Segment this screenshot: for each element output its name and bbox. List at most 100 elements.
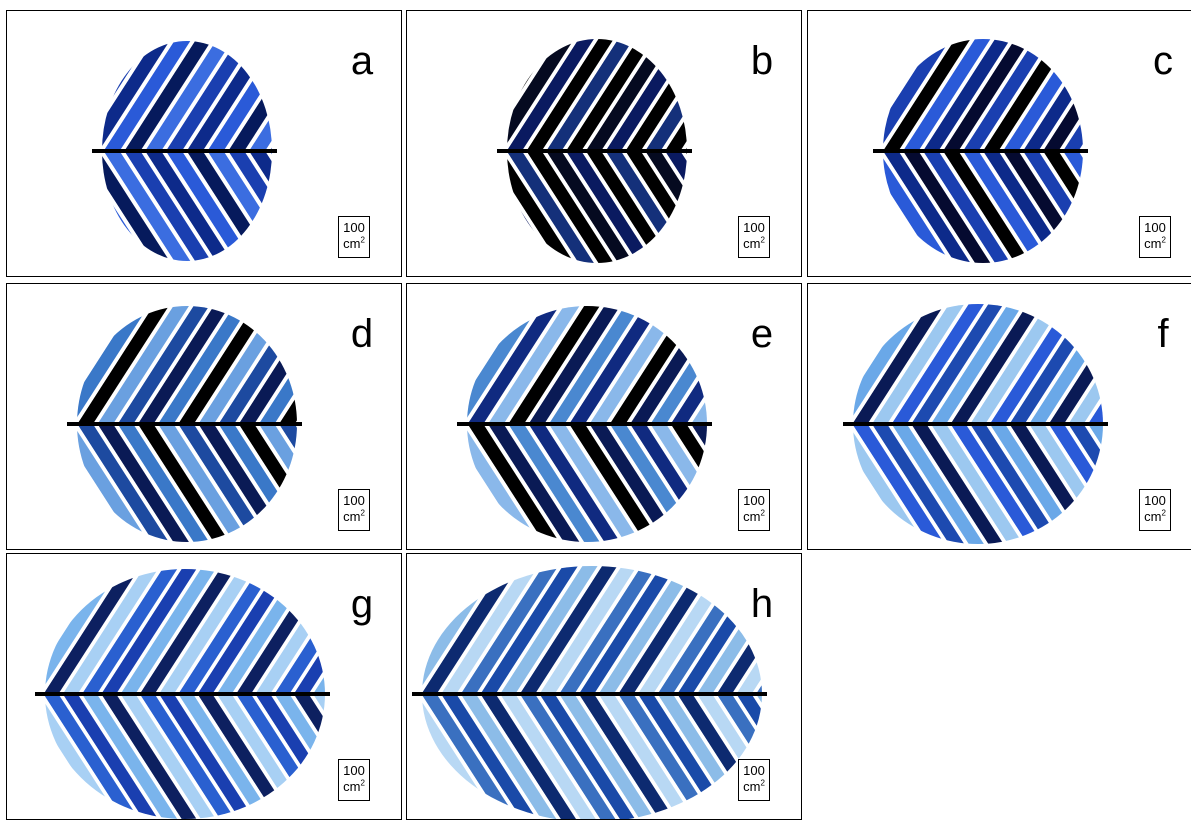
leaflet-gap xyxy=(808,11,873,149)
leaflet xyxy=(891,304,997,424)
leaf-image xyxy=(92,41,277,261)
leaflet xyxy=(911,424,1017,544)
leaflet xyxy=(137,306,244,424)
leaflet-gap xyxy=(100,695,193,819)
leaflet-gap xyxy=(408,153,498,276)
leaflet-gap xyxy=(77,425,149,542)
leaflet-gap xyxy=(1042,152,1083,263)
leaflet xyxy=(139,569,245,694)
leaflet-gap xyxy=(144,41,236,150)
scale-exponent: 2 xyxy=(1161,508,1166,518)
leaflet-gap xyxy=(808,153,873,276)
leaflet xyxy=(178,569,284,694)
leaflet-gap xyxy=(248,41,272,150)
leaflet xyxy=(776,694,801,819)
leaflet-gap xyxy=(902,152,994,263)
leaflet xyxy=(1068,424,1103,544)
leaflet xyxy=(487,306,594,424)
leaflet-gap xyxy=(165,152,257,261)
leaflet-gap xyxy=(77,425,169,542)
leaflet-gap xyxy=(922,39,1014,150)
scale-unit: cm xyxy=(343,236,361,251)
leaflet xyxy=(853,424,860,544)
leaflet-gap xyxy=(467,306,559,423)
leaflet xyxy=(45,694,149,819)
leaflet xyxy=(883,39,989,151)
leaflet-gap xyxy=(664,152,687,263)
leaflet-gap xyxy=(525,152,618,263)
leaflet-gap xyxy=(545,39,638,150)
leaf xyxy=(45,569,325,819)
panel-label: g xyxy=(350,582,374,626)
leaflet-gap xyxy=(227,152,272,261)
leaflet-gap xyxy=(177,425,270,542)
scale-unit: cm xyxy=(1144,236,1162,251)
leaflet xyxy=(117,424,224,542)
leaflet xyxy=(480,694,586,819)
leaflet-gap xyxy=(527,425,620,542)
leaflet xyxy=(228,151,272,261)
leaf-image xyxy=(67,306,302,542)
leaflet xyxy=(159,569,264,694)
leaflet xyxy=(891,424,997,544)
panel: h 100 cm2 xyxy=(406,553,802,820)
panel: a 100 cm2 xyxy=(6,10,402,277)
panel: f 100 cm2 xyxy=(807,283,1191,550)
leaflet xyxy=(97,424,204,542)
leaflet xyxy=(441,566,547,694)
leaflet-gap xyxy=(81,569,173,693)
leaflet xyxy=(460,694,566,819)
leaflet-gap xyxy=(507,39,519,150)
leaflet-gap xyxy=(467,425,559,542)
scale-value: 100 xyxy=(743,763,765,778)
leaflet xyxy=(117,306,224,424)
leaflet xyxy=(258,424,297,542)
leaflet-gap xyxy=(527,306,620,423)
leaflet-gap xyxy=(407,554,413,692)
leaflet-gap xyxy=(197,425,290,542)
panel: d 100 cm2 xyxy=(6,283,402,550)
leaflet xyxy=(1083,151,1188,276)
leaflet xyxy=(102,151,106,261)
leaflet-gap xyxy=(116,306,209,423)
leaflet-gap xyxy=(102,41,112,150)
leaflet-gap xyxy=(507,306,600,423)
scale-exponent: 2 xyxy=(760,508,765,518)
leaflet-gap xyxy=(81,695,173,819)
leaflet xyxy=(539,566,645,694)
leaflet-gap xyxy=(538,695,631,819)
leaflet xyxy=(853,424,958,544)
leaflet xyxy=(120,569,226,694)
scale-unit: cm xyxy=(343,509,361,524)
leaflet-gap xyxy=(479,695,572,819)
panel-label: a xyxy=(350,39,374,83)
leaflet-gap xyxy=(459,695,552,819)
leaflet xyxy=(441,694,547,819)
leaflet-gap xyxy=(507,425,600,542)
leaflet xyxy=(158,424,264,542)
leaflet xyxy=(923,151,1029,263)
leaflet-gap xyxy=(883,39,894,150)
leaflet-gap xyxy=(177,306,270,423)
leaflet xyxy=(923,39,1029,151)
leaflet-gap xyxy=(578,695,670,819)
scale-value: 100 xyxy=(343,763,365,778)
leaflet xyxy=(883,39,889,151)
leaflet xyxy=(508,424,614,542)
leaflet xyxy=(77,306,83,424)
panel-label: d xyxy=(350,312,374,356)
leaflet-gap xyxy=(123,152,216,261)
leaflet xyxy=(795,694,801,819)
leaflet xyxy=(578,566,685,694)
leaflet xyxy=(508,306,614,424)
leaflet-gap xyxy=(507,152,598,263)
leaflet-gap xyxy=(942,152,1034,263)
leaflet xyxy=(45,694,53,819)
leaflet-gap xyxy=(1028,425,1103,544)
leaflet-gap xyxy=(608,306,701,423)
leaflet-gap xyxy=(116,425,209,542)
leaflet-gap xyxy=(102,41,195,150)
leaflet xyxy=(539,694,645,819)
leaflet xyxy=(903,39,1009,151)
leaflet-gap xyxy=(962,152,1054,263)
